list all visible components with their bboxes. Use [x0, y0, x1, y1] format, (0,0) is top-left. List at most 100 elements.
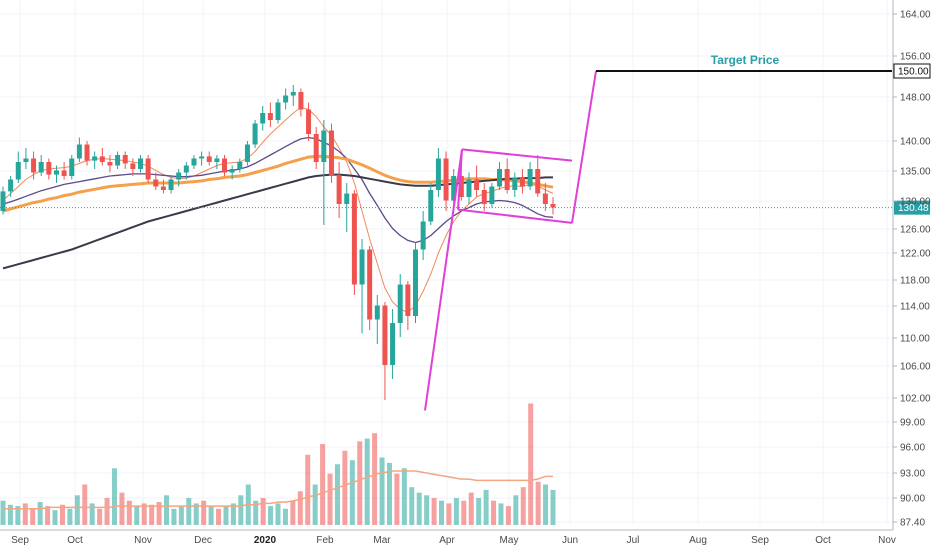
volume-bar	[260, 498, 266, 525]
candle-body	[283, 95, 289, 103]
volume-bar	[290, 500, 296, 525]
price-axis-tick-label: 87.40	[900, 518, 925, 529]
volume-bar	[0, 500, 6, 525]
volume-bar	[372, 433, 378, 525]
time-axis-tick-label: May	[500, 535, 519, 546]
volume-bar	[253, 500, 259, 525]
flag-lower-line	[457, 208, 573, 224]
price-axis-tick-label: 156.00	[900, 52, 931, 63]
flagpole-line	[424, 149, 463, 411]
volume-bar	[505, 506, 511, 525]
candle-body	[542, 193, 548, 204]
time-axis-tick-label: Oct	[67, 535, 83, 546]
candle-body	[69, 158, 75, 176]
candle-body	[458, 176, 464, 197]
candle-body	[428, 190, 434, 222]
volume-bar	[141, 503, 147, 525]
candle-body	[115, 155, 121, 166]
price-axis[interactable]: 164.00 156.00 148.00 140.00 135.00 130.00 126.…	[892, 0, 931, 530]
target-price-tag-label: 150.00	[898, 67, 929, 78]
time-axis-tick-label: 2020	[254, 535, 277, 546]
candle-body	[31, 158, 37, 173]
volume-bar	[320, 444, 326, 525]
price-axis-tick-label: 135.00	[900, 167, 931, 178]
price-axis-tick-label: 126.00	[900, 225, 931, 236]
volume-bar	[178, 506, 184, 525]
moving-average-line	[2, 136, 554, 244]
volume-bar	[134, 506, 140, 525]
volume-bar	[208, 506, 214, 525]
time-axis-tick-label: Jun	[562, 535, 578, 546]
candle-body	[267, 113, 273, 120]
volume-bar	[82, 484, 88, 525]
price-axis-tick-label: 102.00	[900, 394, 931, 405]
volume-bar	[535, 481, 541, 525]
time-axis-tick-label: Nov	[878, 535, 896, 546]
candle-body	[481, 190, 487, 204]
volume-bar	[401, 468, 407, 525]
current-price-tag-label: 130.48	[898, 203, 929, 214]
candle-body	[443, 158, 449, 201]
candle-body	[53, 170, 59, 175]
candle-body	[497, 169, 503, 187]
candle-body	[38, 162, 44, 173]
candle-body	[84, 144, 90, 161]
candlesticks	[0, 85, 556, 400]
candle-body	[413, 249, 418, 316]
candle-body	[168, 179, 174, 190]
candle-body	[435, 158, 441, 190]
candle-body	[275, 102, 281, 120]
candle-body	[336, 176, 342, 204]
candle-body	[351, 193, 357, 285]
candle-body	[176, 172, 182, 180]
current-price-tag	[894, 200, 930, 215]
time-axis[interactable]: Sep Oct Nov Dec 2020 Feb Mar Apr May Jun Jul Aug Sep…	[0, 529, 896, 546]
price-axis-tick-label: 130.00	[900, 197, 931, 208]
candle-body	[550, 204, 556, 208]
candle-body	[145, 158, 151, 180]
volume-bar	[97, 508, 103, 525]
volume-bar	[67, 508, 73, 525]
candle-body	[138, 158, 143, 169]
candle-body	[61, 170, 67, 176]
target-price-label: Target Price	[711, 53, 780, 67]
volume-bar	[357, 441, 363, 525]
candle-body	[237, 162, 243, 169]
candle-body	[321, 130, 327, 162]
volume-bar	[513, 495, 519, 525]
candle-body	[298, 92, 304, 110]
price-axis-tick-label: 148.00	[900, 93, 931, 104]
candle-body	[290, 92, 296, 96]
candle-body	[8, 179, 14, 192]
volume-bar	[431, 498, 437, 525]
candle-body	[313, 134, 319, 162]
candle-body	[229, 169, 235, 173]
volume-bar	[149, 504, 155, 525]
volume-bar	[543, 484, 549, 525]
volume-bar	[312, 484, 318, 525]
price-axis-tick-label: 122.00	[900, 249, 931, 260]
candle-body	[107, 162, 113, 166]
volume-bar	[164, 495, 170, 525]
volume-bar	[342, 450, 348, 525]
volume-bar	[327, 473, 333, 525]
volume-bar	[550, 489, 556, 525]
time-axis-tick-label: Sep	[11, 535, 29, 546]
candle-body	[153, 179, 159, 187]
time-axis-tick-label: Sep	[751, 535, 769, 546]
candle-body	[474, 179, 480, 190]
volume-bar	[394, 473, 400, 525]
flag-left-edge	[457, 149, 463, 210]
volume-bar	[275, 503, 281, 525]
candle-body	[199, 156, 205, 159]
volume-bar	[297, 491, 303, 525]
volume-bar	[364, 438, 370, 525]
price-axis-tick-label: 93.00	[900, 469, 925, 480]
price-axis-tick-label: 90.00	[900, 494, 925, 505]
volume-bar	[282, 508, 288, 525]
volume-bar	[30, 508, 36, 525]
candle-body	[397, 284, 403, 323]
price-axis-tick-label: 140.00	[900, 137, 931, 148]
volume-bar	[334, 464, 340, 525]
